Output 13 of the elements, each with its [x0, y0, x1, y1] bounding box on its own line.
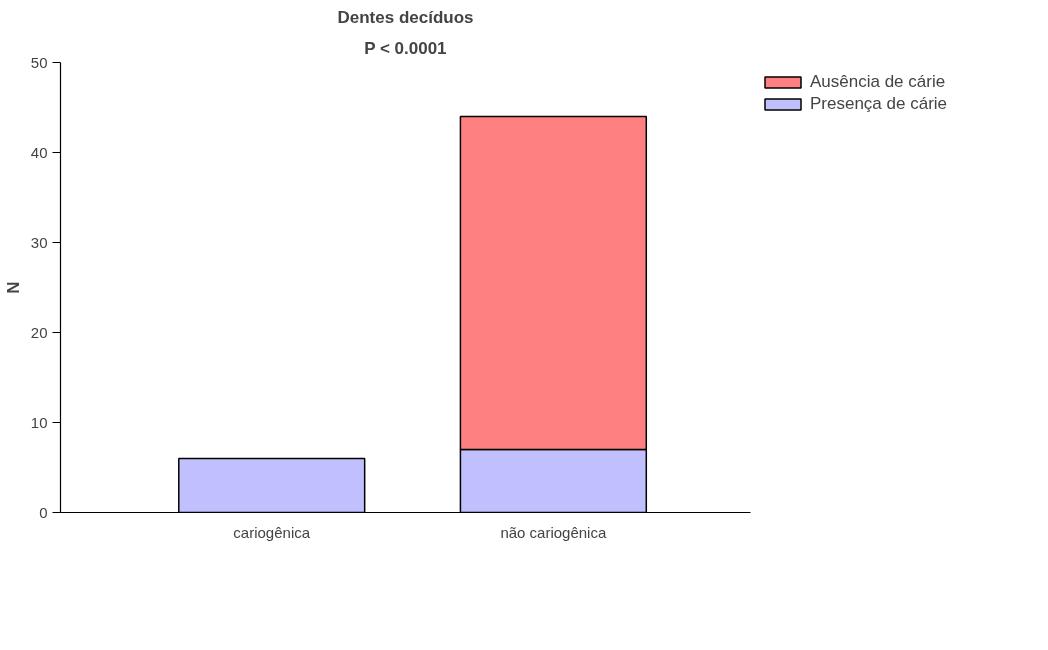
- chart-subtitle: P < 0.0001: [364, 38, 447, 58]
- y-tick-label: 0: [39, 503, 48, 521]
- y-tick-label: 20: [30, 323, 48, 341]
- y-tick-label: 50: [30, 53, 48, 71]
- legend-label: Ausência de cárie: [810, 72, 946, 92]
- y-tick-label: 30: [30, 233, 48, 251]
- x-tick-label: não cariogênica: [500, 523, 607, 541]
- y-tick-label: 40: [30, 143, 48, 161]
- y-axis-title: N: [3, 281, 23, 294]
- chart-title: Dentes decíduos: [337, 7, 474, 27]
- x-tick-label: cariogênica: [233, 523, 311, 541]
- y-tick-label: 10: [30, 413, 48, 431]
- legend-label: Presença de cárie: [810, 94, 948, 114]
